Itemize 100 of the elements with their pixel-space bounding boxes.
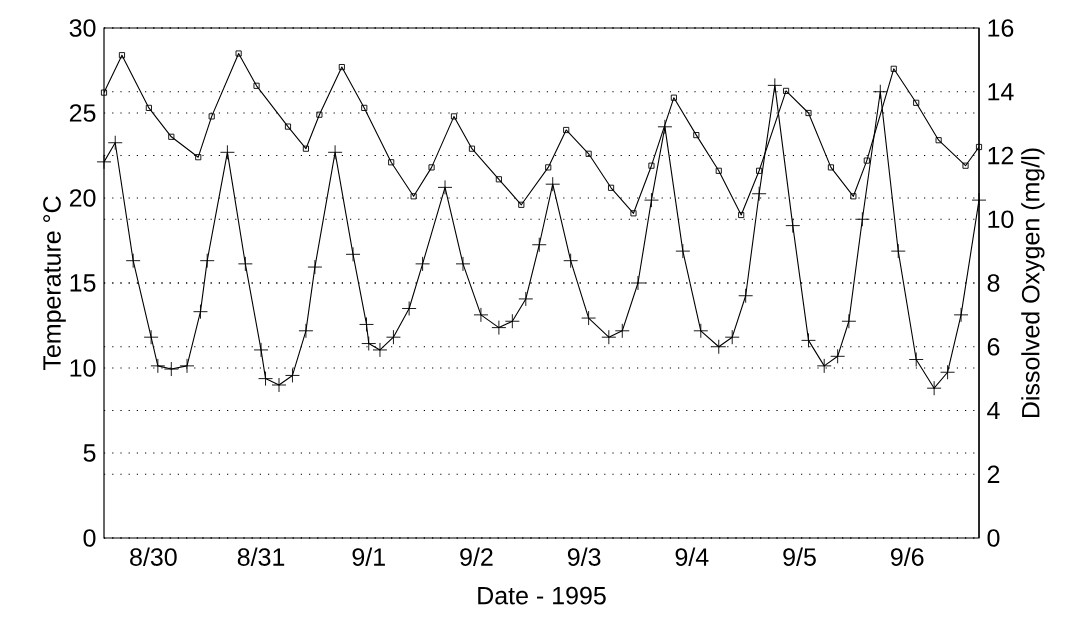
point [971, 192, 987, 208]
point [193, 304, 208, 320]
point [518, 201, 525, 208]
point [545, 164, 552, 171]
point [96, 154, 112, 170]
point [913, 99, 920, 106]
point [738, 288, 754, 304]
x-tick-label: 9/4 [675, 547, 709, 566]
point [783, 87, 790, 94]
y2-tick-label: 12 [988, 146, 1014, 165]
point [237, 256, 253, 272]
y2-tick-label: 10 [988, 210, 1014, 229]
point [302, 145, 309, 152]
point [298, 323, 314, 339]
point [468, 145, 476, 152]
point [585, 150, 592, 157]
point [179, 358, 195, 374]
point [195, 154, 202, 161]
y2-tick-label: 14 [988, 83, 1014, 101]
point [711, 339, 727, 355]
point [608, 184, 615, 191]
point [145, 104, 152, 111]
point [345, 246, 361, 262]
point [630, 275, 646, 291]
point [643, 192, 659, 208]
point [863, 157, 870, 164]
point [935, 137, 942, 144]
y-axis-title: Temperature °C [43, 196, 66, 371]
y-tick-label: 0 [83, 529, 96, 547]
point [890, 65, 897, 72]
y-tick-label: 5 [83, 444, 96, 462]
point [285, 367, 300, 383]
point [168, 133, 175, 140]
point [693, 132, 700, 139]
point [143, 329, 159, 345]
point [975, 143, 983, 151]
point [908, 352, 924, 367]
point [756, 167, 763, 174]
x-tick-label: 8/30 [130, 547, 177, 566]
x-axis-title: Date - 1995 [478, 586, 606, 605]
point [327, 144, 343, 160]
point [715, 167, 722, 174]
point [805, 109, 812, 117]
point [163, 361, 179, 377]
x-tick-label: 9/1 [352, 547, 385, 566]
point [359, 316, 374, 332]
point [219, 144, 235, 160]
point [372, 342, 388, 358]
point [816, 358, 832, 374]
x-tick-label: 9/3 [567, 547, 601, 566]
point [563, 253, 579, 269]
point [388, 159, 395, 166]
x-tick-label: 9/5 [783, 547, 816, 566]
point [738, 211, 745, 219]
y2-tick-label: 8 [987, 274, 1000, 292]
point [208, 113, 215, 120]
point [307, 259, 323, 275]
point [415, 256, 431, 272]
x-tick-label: 9/2 [460, 547, 493, 566]
y-tick-label: 30 [69, 19, 96, 37]
point [385, 329, 401, 345]
point [258, 371, 273, 387]
point [401, 301, 417, 316]
point [785, 218, 801, 234]
y2-tick-label: 2 [987, 465, 1000, 483]
point [601, 329, 617, 345]
point [455, 256, 471, 272]
point [801, 332, 816, 348]
point [150, 358, 166, 374]
point [284, 123, 292, 130]
y2-axis-title: Dissolved Oxygen (mg/l) [1021, 148, 1045, 418]
point [850, 193, 857, 200]
point [545, 176, 561, 192]
point [614, 323, 630, 339]
point [648, 162, 655, 169]
point [926, 380, 942, 396]
point [962, 162, 969, 169]
point [563, 126, 570, 134]
y-tick-label: 20 [69, 189, 96, 207]
point [670, 94, 677, 101]
point [428, 164, 435, 171]
point [724, 329, 740, 345]
point [473, 307, 489, 323]
y2-tick-label: 0 [987, 529, 1000, 547]
point [253, 82, 260, 89]
point [657, 119, 673, 135]
point [271, 377, 287, 393]
y2-tick-label: 6 [987, 337, 1000, 356]
point [675, 243, 691, 259]
point [751, 186, 767, 202]
point [872, 84, 888, 100]
point [118, 52, 125, 59]
point [316, 111, 323, 118]
y2-tick-label: 4 [987, 401, 1000, 420]
point [630, 210, 637, 217]
x-tick-label: 9/6 [891, 547, 924, 566]
point [235, 50, 242, 57]
point [253, 342, 269, 358]
point [437, 179, 453, 195]
point [361, 104, 368, 111]
